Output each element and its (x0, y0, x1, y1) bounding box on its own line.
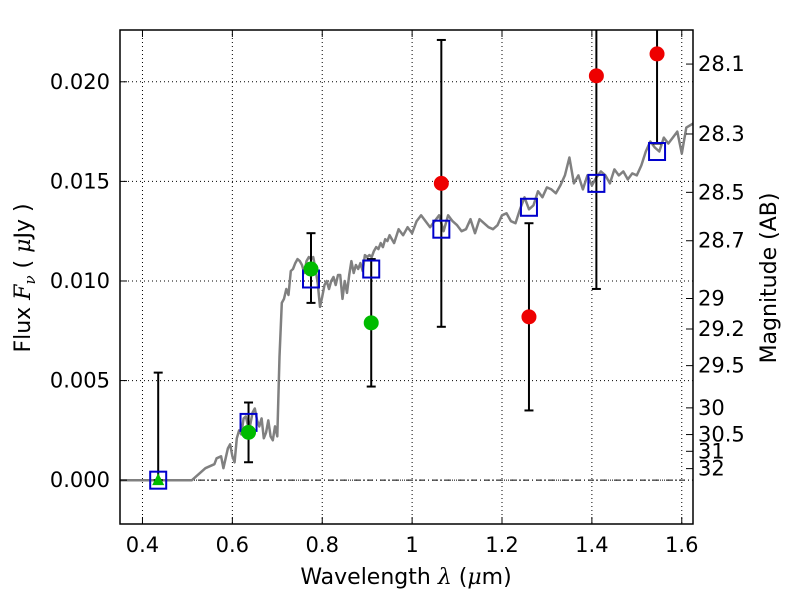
x-axis-label: Wavelength λ (μm) (300, 565, 511, 590)
observed-flux-point (363, 315, 379, 331)
y-tick-label: 0.010 (50, 269, 110, 293)
observed-flux-points (152, 46, 665, 486)
model-flux-markers (149, 142, 667, 490)
x-tick-label: 1 (405, 533, 418, 557)
observed-flux-point (303, 261, 319, 277)
model-flux-square (362, 259, 381, 279)
x-tick-label: 0.6 (216, 533, 249, 557)
magnitude-tick-label: 28.3 (698, 122, 745, 146)
magnitude-tick-label: 30 (698, 396, 725, 420)
magnitude-tick-label: 28.7 (698, 229, 745, 253)
magnitude-tick-label: 28.5 (698, 180, 745, 204)
magnitude-tick-label: 32 (698, 457, 725, 481)
magnitude-tick-label: 29.5 (698, 354, 745, 378)
observed-flux-point (588, 68, 604, 84)
observed-flux-point (433, 175, 449, 191)
x-axis-ticks: 0.4 0.6 0.8 1 1.2 1.4 1.6 (126, 30, 698, 557)
magnitude-tick-label: 30.5 (698, 423, 745, 447)
magnitude-axis-label: Magnitude (AB) (757, 193, 782, 364)
observed-upper-limit-triangle (152, 473, 165, 486)
magnitude-tick-label: 29 (698, 287, 725, 311)
x-tick-label: 1.6 (665, 533, 698, 557)
y-tick-label: 0.015 (50, 169, 110, 193)
plot-frame (119, 29, 694, 525)
x-tick-label: 1.2 (485, 533, 518, 557)
y-axis-ticks: 0.000 0.005 0.010 0.015 0.020 (50, 70, 127, 492)
model-flux-square (149, 470, 168, 490)
grid-lines (120, 30, 693, 524)
error-bars (153, 30, 662, 482)
x-tick-label: 0.8 (306, 533, 339, 557)
y-tick-label: 0.000 (50, 468, 110, 492)
y-tick-label: 0.005 (50, 369, 110, 393)
x-tick-label: 0.4 (126, 533, 159, 557)
observed-flux-point (521, 309, 537, 325)
magnitude-tick-label: 31 (698, 439, 725, 463)
x-tick-label: 1.4 (575, 533, 608, 557)
model-flux-square (587, 173, 606, 193)
model-flux-square (432, 219, 451, 239)
model-flux-square (648, 142, 667, 162)
magnitude-tick-label: 29.2 (698, 317, 745, 341)
observed-flux-point (649, 46, 665, 62)
y-axis-label: Flux Fν ( μJy ) (11, 203, 39, 352)
model-flux-square (519, 197, 538, 217)
y-tick-label: 0.020 (50, 70, 110, 94)
template-spectrum-line (120, 122, 694, 482)
observed-flux-point (241, 424, 257, 440)
magnitude-tick-label: 28.1 (698, 52, 745, 76)
